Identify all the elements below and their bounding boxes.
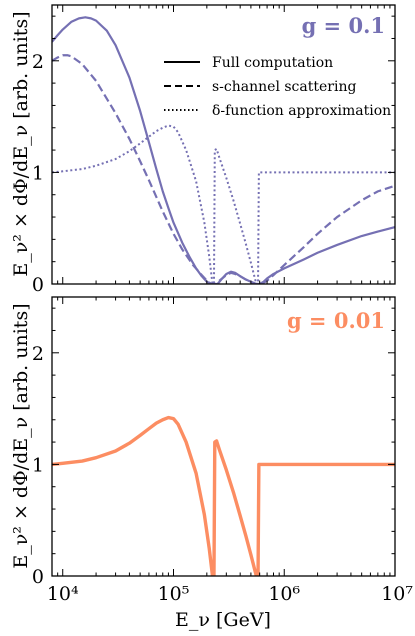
top-ytick-label: 2: [32, 51, 44, 73]
legend: Full computation s-channel scattering δ-…: [164, 55, 391, 119]
bottom-xtick-label: 10⁷: [381, 583, 413, 605]
panel-top-title: g = 0.1: [302, 13, 385, 38]
legend-label-schannel: s-channel scattering: [212, 79, 356, 95]
panel-top-frame: [51, 4, 396, 285]
panel-bottom-plot: 0 1 2 10⁴ 10⁵ 10⁶ 10⁷: [32, 297, 413, 605]
bottom-ytick-label: 2: [32, 343, 44, 365]
top-series-dotted-line: [52, 124, 395, 284]
panel-bottom-frame: [51, 296, 396, 577]
panel-top: 012 g = 0.1 E_ν² × dΦ/dE_ν [arb. units] …: [10, 4, 396, 296]
bottom-xtick-label: 10⁶: [268, 583, 300, 605]
top-ytick-label: 0: [32, 274, 44, 296]
panel-top-plot: 0 1 2: [32, 5, 396, 296]
top-series-dashed-line: [52, 54, 395, 284]
legend-label-delta: δ-function approximation: [212, 103, 391, 119]
panel-bottom-ylabel: E_ν² × dΦ/dE_ν [arb. units]: [10, 303, 32, 568]
bottom-ytick-label: 1: [32, 454, 44, 476]
bottom-xtick-label: 10⁵: [158, 583, 190, 605]
bottom-ytick-label: 0: [32, 566, 44, 588]
panel-bottom-title: g = 0.01: [287, 308, 385, 333]
bottom-series-solid-line: [52, 415, 395, 576]
panel-bottom: 0 1 2 10⁴ 10⁵ 10⁶ 10⁷ g = 0.01 E_ν² × dΦ/dE_ν …: [10, 296, 413, 631]
legend-label-full: Full computation: [212, 55, 333, 71]
top-ytick-label: 1: [32, 162, 44, 184]
bottom-xtick-label: 10⁴: [47, 583, 79, 605]
panel-bottom-xlabel: E_ν [GeV]: [175, 609, 271, 631]
panel-top-ylabel: E_ν² × dΦ/dE_ν [arb. units]: [10, 11, 32, 276]
